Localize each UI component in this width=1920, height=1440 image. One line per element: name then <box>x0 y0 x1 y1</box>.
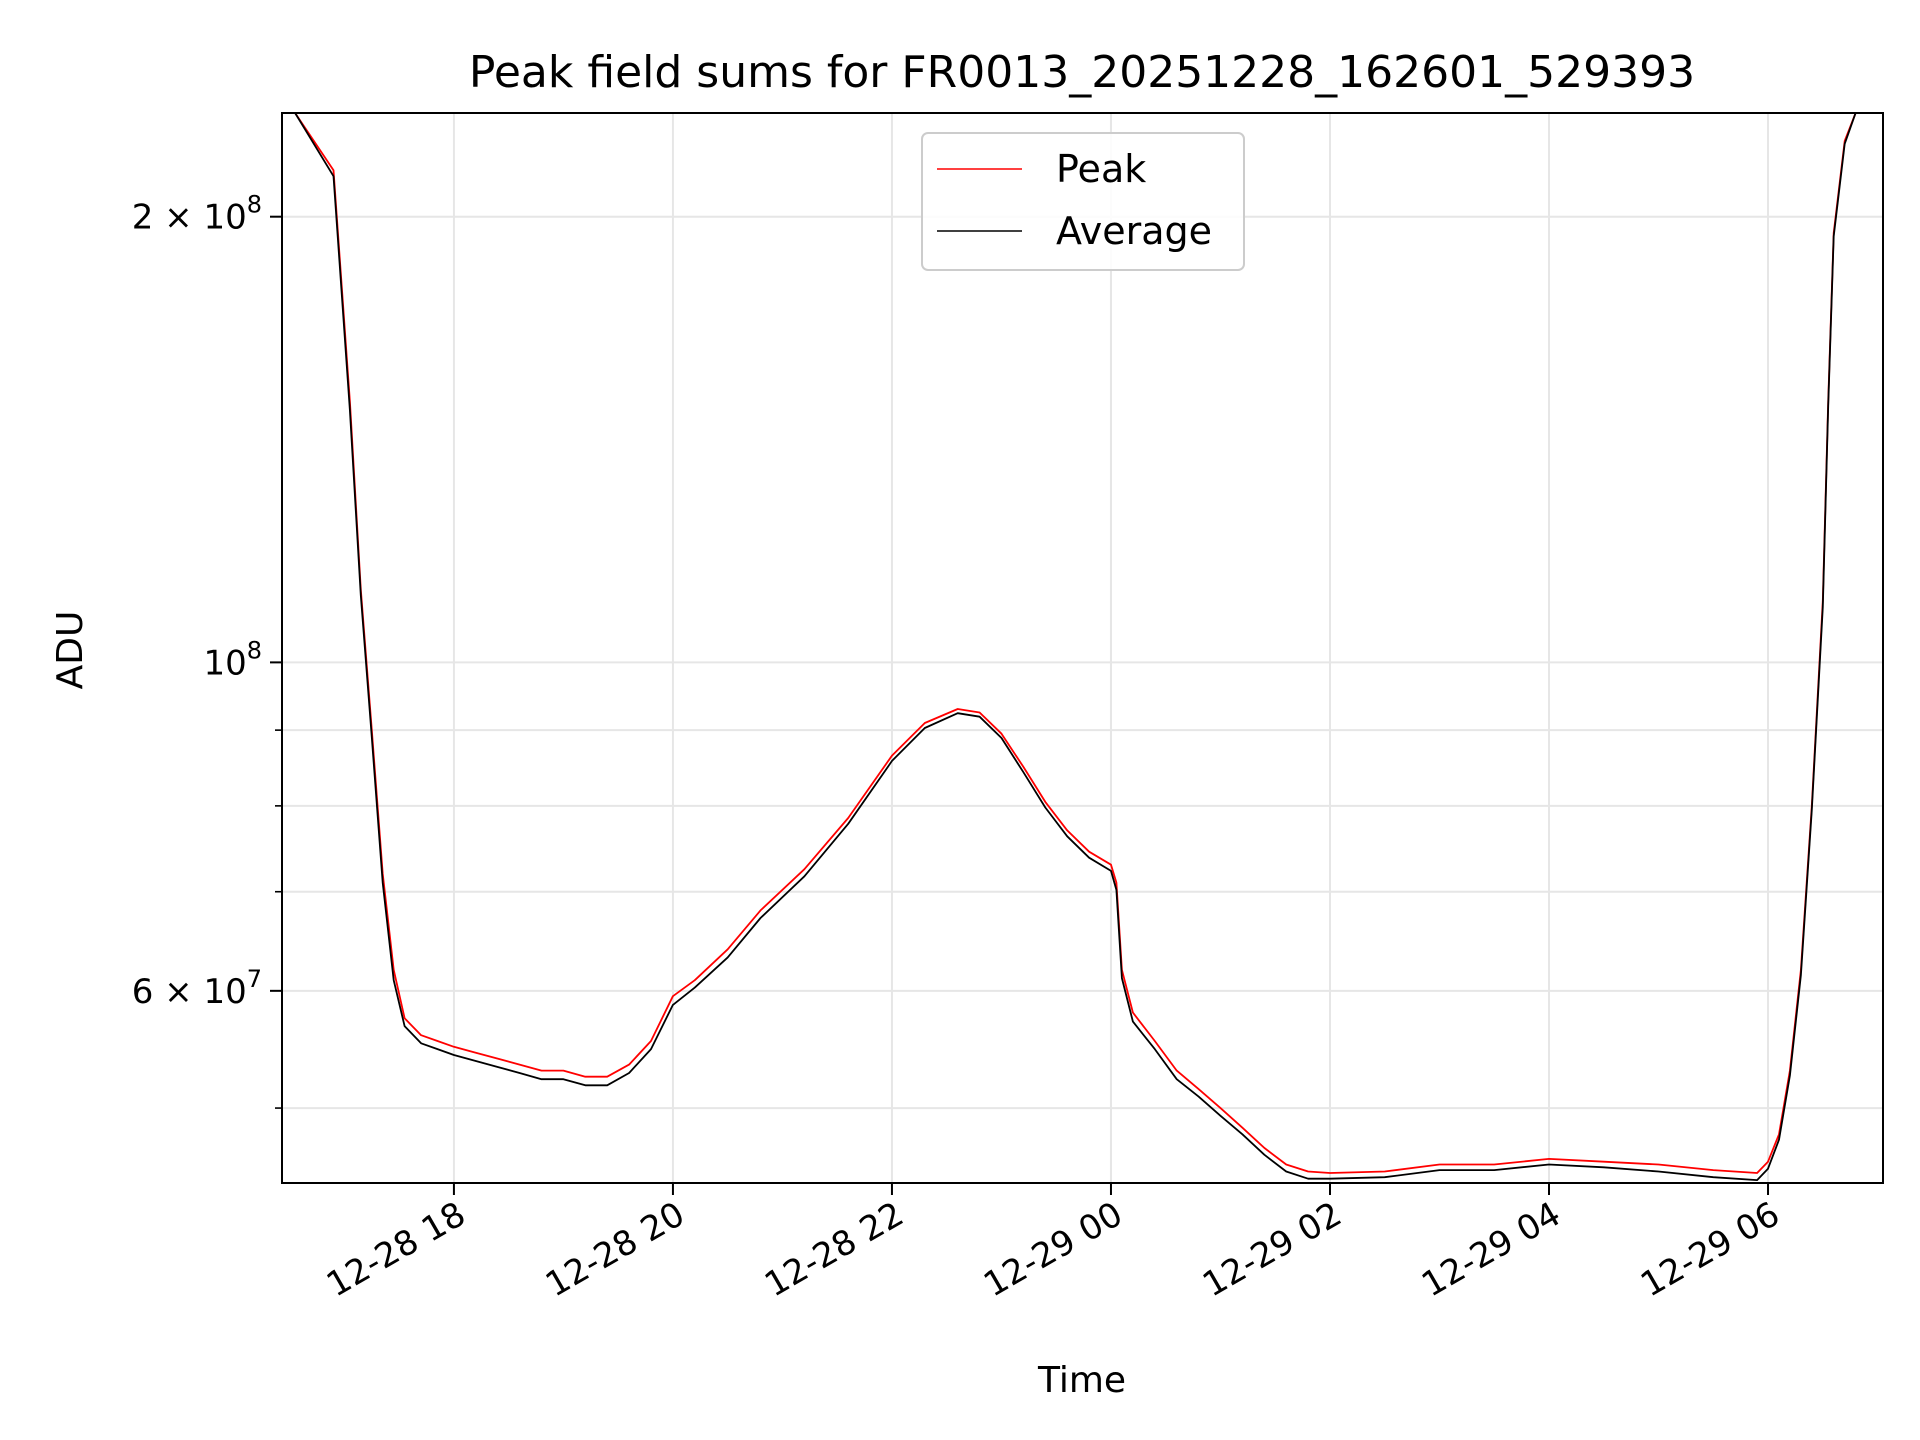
legend-box <box>921 132 1245 271</box>
x-tick-label: 12-29 00 <box>977 1194 1129 1305</box>
x-tick-label: 12-28 18 <box>320 1194 472 1305</box>
legend-label-average: Average <box>1056 209 1212 253</box>
y-axis: 6 × 107 108 2 × 108 <box>132 191 282 1109</box>
x-tick-label: 12-29 06 <box>1634 1194 1786 1305</box>
legend: Peak Average <box>921 132 1245 271</box>
legend-label-peak: Peak <box>1056 147 1146 191</box>
y-tick-label: 108 <box>203 636 262 683</box>
series-line-average <box>294 113 1857 1181</box>
series-layer <box>294 113 1857 1181</box>
grid-lines <box>282 113 1883 1183</box>
x-tick-label: 12-29 02 <box>1196 1194 1348 1305</box>
plot-frame <box>281 112 1884 1184</box>
x-axis-label: Time <box>1037 1360 1126 1401</box>
x-tick-label: 12-28 20 <box>539 1194 691 1305</box>
chart-title: Peak field sums for FR0013_20251228_1626… <box>469 47 1695 98</box>
x-tick-label: 12-28 22 <box>758 1194 910 1305</box>
series-line-peak <box>294 113 1857 1174</box>
y-axis-label: ADU <box>50 611 91 690</box>
x-axis: 12-28 18 12-28 20 12-28 22 12-29 00 12-29 02… <box>320 1183 1787 1305</box>
x-tick-label: 12-29 04 <box>1415 1194 1567 1305</box>
y-tick-label: 2 × 108 <box>132 191 262 238</box>
y-tick-label: 6 × 107 <box>132 965 262 1012</box>
